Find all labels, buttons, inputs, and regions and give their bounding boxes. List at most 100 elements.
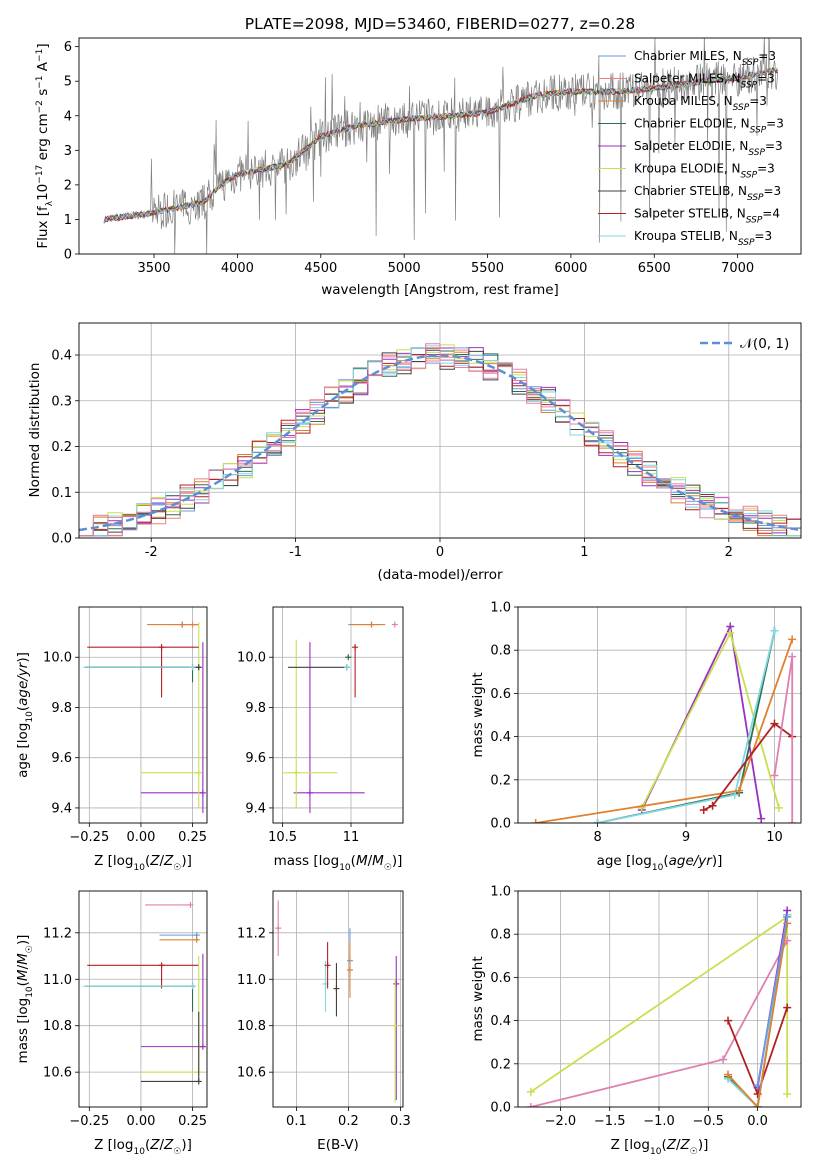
y-tick-label-mass_vs_ebv: 11.2 [237, 926, 266, 941]
x-axis-label-residuals: (data-model)/error [377, 567, 503, 583]
point-age_vs_mass-pink [391, 621, 398, 628]
x-tick-label-residuals: 0 [436, 545, 444, 560]
grid-age_vs_Z [79, 607, 207, 823]
x-tick-label-residuals: 1 [580, 545, 588, 560]
plot-area-residuals [79, 343, 801, 537]
marker-weight_vs_Z-kroupa_miles [724, 1070, 733, 1079]
marker-weight_vs_Z-chabrier_miles [753, 1081, 762, 1090]
legend-label-gaussian: 𝒩(0, 1) [740, 336, 789, 352]
axes-age_vs_mass: 10.5 11 9.4 9.6 9.8 10.0 mass [log10(M/M☉)] [237, 606, 404, 873]
point-mass_vs_Z-salpeter_elodie [140, 953, 206, 1050]
y-tick-label-residuals: 0.0 [51, 532, 72, 547]
point-mass_vs_ebv-pink [275, 900, 282, 957]
marker-weight_vs_age-pink [788, 819, 797, 823]
point-mass_vs_Z-chabrier_stelib [140, 1011, 202, 1085]
marker-weight_vs_age-kroupa_miles [788, 635, 797, 644]
y-axis-label-age_vs_Z: age [log10(age/yr)] [15, 652, 35, 778]
point-age_vs_Z-salpeter_stelib [87, 644, 199, 698]
grid-mass_vs_ebv [273, 891, 403, 1107]
x-tick-label-weight_vs_Z: −0.5 [693, 1114, 725, 1129]
y-tick-label-mass_vs_Z: 10.8 [43, 1019, 72, 1034]
y-tick-label-weight_vs_age: 0.2 [490, 773, 511, 788]
y-tick-label-residuals: 0.3 [51, 394, 72, 409]
figure-title: PLATE=2098, MJD=53460, FIBERID=0277, z=0… [245, 15, 635, 33]
series-weight_vs_age-kroupa_elodie [637, 628, 783, 812]
x-tick-label-spectrum: 6000 [554, 261, 587, 276]
point-mass_vs_ebv-kroupa_miles [346, 942, 353, 998]
plot-area-spectrum [103, 38, 779, 254]
x-tick-label-spectrum: 5500 [471, 261, 504, 276]
legend-spectrum: Chabrier MILES, NSSP=3 Salpeter MILES, NS… [598, 49, 784, 248]
frame-weight_vs_age [517, 606, 802, 824]
marker-weight_vs_Z-salpeter_stelib [724, 1016, 733, 1025]
frame-spectrum [78, 37, 802, 255]
axes-weight_vs_age: 8 9 10 0.0 0.2 0.4 0.6 0.8 1.0 age [log10(age/yr)… [470, 601, 802, 873]
y-tick-label-mass_vs_Z: 11.0 [43, 973, 72, 988]
y-tick-label-residuals: 0.4 [51, 349, 72, 364]
axes-residuals: -2 -1 0 1 2 0.0 0.1 0.2 0.3 0.4 𝒩(0, 1) (data-model… [27, 322, 802, 583]
marker-weight_vs_age-salpeter_stelib [708, 801, 717, 810]
y-tick-label-residuals: 0.1 [51, 486, 72, 501]
axes-mass_vs_ebv: 0.1 0.2 0.3 10.6 10.8 11.0 11.2 [237, 890, 411, 1129]
marker-weight_vs_age-salpeter_stelib [770, 719, 779, 728]
x-tick-label-mass_vs_Z: −0.25 [69, 1114, 109, 1129]
legend-label-chabrier_miles: Chabrier MILES, NSSP=3 [634, 49, 776, 68]
axes-age_vs_Z: −0.25 0.00 0.25 9.4 9.6 9.8 10.0 Z [log10(Z/Z☉)… [15, 606, 208, 873]
y-axis-label-weight_vs_age: mass weight [470, 672, 486, 757]
x-tick-label-residuals: 2 [725, 545, 733, 560]
x-tick-label-weight_vs_Z: 0.0 [747, 1114, 768, 1129]
y-tick-label-weight_vs_age: 1.0 [490, 601, 511, 616]
y-tick-label-age_vs_mass: 9.4 [245, 801, 266, 816]
y-tick-label-weight_vs_age: 0.6 [490, 687, 511, 702]
x-tick-label-mass_vs_ebv: 0.3 [390, 1114, 411, 1129]
legend-label-salpeter_elodie: Salpeter ELODIE, NSSP=3 [634, 139, 783, 158]
y-tick-label-weight_vs_Z: 0.6 [490, 971, 511, 986]
x-tick-label-spectrum: 5000 [388, 261, 421, 276]
gaussian-curve [79, 354, 799, 532]
x-axis-label-age_vs_mass: mass [log10(M/M☉)] [274, 853, 403, 873]
y-tick-label-mass_vs_ebv: 10.8 [237, 1019, 266, 1034]
plot-area-weight_vs_Z [526, 906, 792, 1107]
point-age_vs_Z-kroupa_elodie [140, 622, 202, 808]
legend-label-salpeter_miles: Salpeter MILES, NSSP=3 [634, 72, 775, 91]
point-age_vs_Z-kroupa_miles [147, 621, 199, 628]
frame-mass_vs_ebv [272, 890, 404, 1108]
histogram-pink [79, 343, 801, 537]
axes-spectrum: 3500 4000 4500 5000 5500 6000 6500 7000 0 1 2 3 4 5 6 C… [35, 37, 802, 298]
x-tick-label-mass_vs_Z: 0.00 [126, 1114, 155, 1129]
y-tick-label-spectrum: 2 [64, 178, 72, 193]
series-weight_vs_Z-salpeter_stelib [724, 1003, 792, 1099]
marker-weight_vs_Z-kroupa_elodie [526, 1087, 535, 1096]
point-age_vs_mass-chabrier_stelib [288, 664, 350, 671]
x-tick-label-residuals: -2 [145, 545, 158, 560]
marker-weight_vs_Z-pink [719, 1055, 728, 1064]
point-age_vs_mass-chabrier_elodie [345, 654, 352, 661]
y-tick-label-weight_vs_Z: 0.0 [490, 1101, 511, 1116]
x-tick-label-mass_vs_ebv: 0.2 [338, 1114, 359, 1129]
x-tick-label-age_vs_Z: 0.00 [126, 830, 155, 845]
marker-weight_vs_age-salpeter_stelib [699, 806, 708, 815]
series-weight_vs_age-kroupa_stelib [593, 626, 779, 823]
y-tick-label-age_vs_mass: 9.8 [245, 701, 266, 716]
x-axis-label-weight_vs_Z: Z [log10(Z/Z☉)] [611, 1137, 709, 1157]
point-mass_vs_ebv-chabrier_stelib [333, 963, 340, 1017]
y-tick-label-spectrum: 5 [64, 75, 72, 90]
marker-weight_vs_Z-kroupa_miles [753, 1103, 762, 1107]
point-age_vs_mass-salpeter_stelib [352, 644, 359, 698]
point-mass_vs_Z-chabrier_elodie [85, 983, 196, 1012]
marker-weight_vs_Z-salpeter_stelib [783, 1003, 792, 1012]
y-axis-label-residuals: Normed distribution [27, 363, 43, 498]
grid-weight_vs_age [518, 606, 801, 824]
x-tick-label-mass_vs_ebv: 0.1 [286, 1114, 307, 1129]
y-axis-label-mass_vs_Z: mass [log10(M/M☉)] [15, 935, 35, 1064]
series-weight_vs_age-kroupa_miles [531, 635, 797, 823]
frame-residuals [78, 322, 802, 539]
x-axis-label-age_vs_Z: Z [log10(Z/Z☉)] [94, 853, 192, 873]
point-mass_vs_ebv-salpeter_elodie [393, 956, 400, 1101]
y-tick-label-mass_vs_ebv: 10.6 [237, 1066, 266, 1081]
frame-age_vs_mass [272, 606, 404, 824]
legend-label-kroupa_elodie: Kroupa ELODIE, NSSP=3 [634, 162, 775, 181]
x-tick-label-age_vs_mass: 11 [343, 830, 360, 845]
marker-weight_vs_age-kroupa_miles [531, 819, 540, 823]
